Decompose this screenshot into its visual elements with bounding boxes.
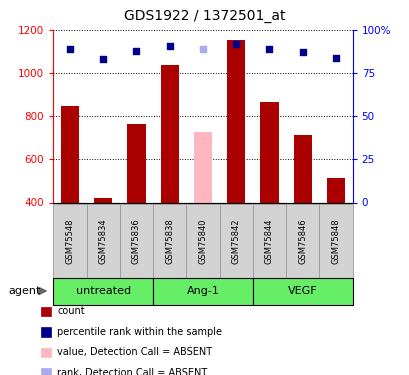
Text: GSM75844: GSM75844 bbox=[264, 218, 273, 264]
FancyBboxPatch shape bbox=[285, 204, 319, 278]
Text: percentile rank within the sample: percentile rank within the sample bbox=[57, 327, 222, 337]
Text: untreated: untreated bbox=[75, 286, 130, 296]
Text: GSM75838: GSM75838 bbox=[165, 218, 174, 264]
Bar bbox=[193, 132, 211, 202]
Point bbox=[265, 46, 272, 52]
Text: agent: agent bbox=[8, 286, 40, 296]
Point bbox=[133, 48, 139, 54]
FancyBboxPatch shape bbox=[86, 204, 119, 278]
Bar bbox=[260, 102, 278, 202]
Bar bbox=[160, 64, 178, 203]
Text: GSM75834: GSM75834 bbox=[99, 218, 108, 264]
FancyBboxPatch shape bbox=[252, 278, 352, 304]
FancyBboxPatch shape bbox=[186, 204, 219, 278]
FancyBboxPatch shape bbox=[119, 204, 153, 278]
Point bbox=[199, 46, 206, 52]
FancyBboxPatch shape bbox=[53, 204, 86, 278]
Bar bbox=[61, 106, 79, 202]
Bar bbox=[94, 198, 112, 202]
FancyBboxPatch shape bbox=[252, 204, 285, 278]
FancyBboxPatch shape bbox=[219, 204, 252, 278]
Text: GSM75836: GSM75836 bbox=[132, 218, 141, 264]
Point bbox=[332, 55, 338, 61]
Bar bbox=[127, 124, 145, 202]
FancyBboxPatch shape bbox=[153, 278, 252, 304]
FancyBboxPatch shape bbox=[53, 278, 153, 304]
Text: VEGF: VEGF bbox=[287, 286, 317, 296]
Bar bbox=[326, 178, 344, 203]
FancyBboxPatch shape bbox=[319, 204, 352, 278]
Text: GSM75848: GSM75848 bbox=[330, 218, 339, 264]
Text: rank, Detection Call = ABSENT: rank, Detection Call = ABSENT bbox=[57, 368, 207, 375]
Point bbox=[299, 50, 305, 55]
Text: GSM75842: GSM75842 bbox=[231, 218, 240, 264]
Text: GSM75548: GSM75548 bbox=[65, 218, 74, 264]
Text: GSM75846: GSM75846 bbox=[297, 218, 306, 264]
Point bbox=[166, 42, 173, 48]
Bar bbox=[293, 135, 311, 202]
Text: value, Detection Call = ABSENT: value, Detection Call = ABSENT bbox=[57, 348, 212, 357]
Bar bbox=[227, 40, 245, 203]
Point bbox=[67, 46, 73, 52]
Point bbox=[232, 41, 239, 47]
Point bbox=[100, 56, 106, 62]
Text: GDS1922 / 1372501_at: GDS1922 / 1372501_at bbox=[124, 9, 285, 23]
Text: count: count bbox=[57, 306, 85, 316]
Text: Ang-1: Ang-1 bbox=[186, 286, 219, 296]
FancyBboxPatch shape bbox=[153, 204, 186, 278]
Text: GSM75840: GSM75840 bbox=[198, 218, 207, 264]
